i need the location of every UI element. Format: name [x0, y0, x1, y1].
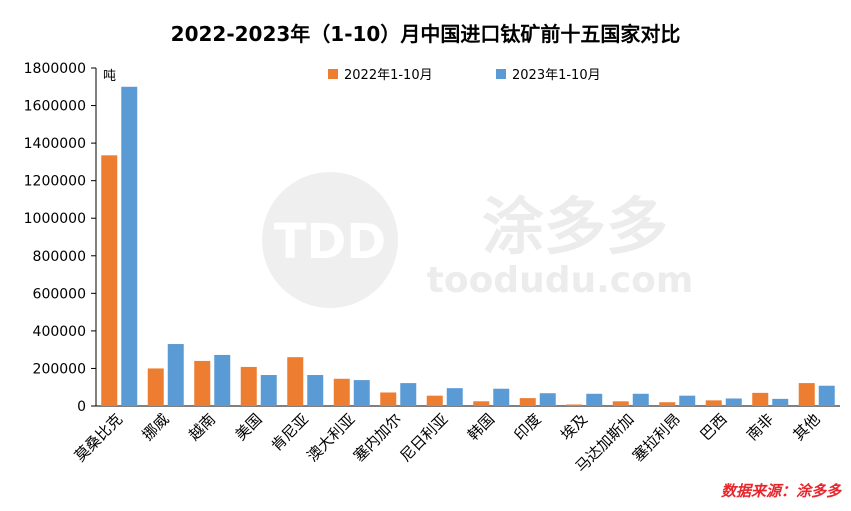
watermark-logo-circle	[262, 172, 398, 308]
x-tick-label: 尼日利亚	[396, 410, 451, 465]
watermark: TDD 涂多多 toodudu.com	[262, 172, 693, 308]
axes: 0 200000 400000 600000 800000 1000000 1200000 1…	[24, 61, 840, 415]
y-unit-label: 吨	[103, 69, 116, 84]
bar-2022	[659, 402, 676, 406]
legend-swatch	[328, 69, 338, 79]
legend-swatch	[496, 69, 506, 79]
bar-2023	[260, 375, 277, 406]
x-tick-label: 埃及	[557, 410, 591, 444]
x-tick-label: 韩国	[464, 410, 498, 444]
bar-2023	[539, 393, 556, 406]
y-tick-label: 0	[77, 399, 86, 415]
bar-2022	[380, 392, 397, 406]
legend-label: 2023年1-10月	[512, 68, 601, 83]
x-tick-label: 莫桑比克	[71, 410, 126, 465]
x-tick-label: 塞拉利昂	[629, 410, 684, 465]
bar-2023	[772, 398, 789, 406]
y-tick-label: 1600000	[24, 99, 86, 115]
source-note: 数据来源：涂多多	[720, 482, 841, 500]
x-tick-label: 巴西	[697, 410, 731, 444]
legend-label: 2022年1-10月	[344, 68, 433, 83]
bar-2023	[307, 375, 324, 406]
x-tick-label: 南非	[743, 410, 777, 444]
bar-2023	[353, 380, 370, 406]
x-tick-label: 印度	[511, 410, 545, 444]
y-tick-label: 800000	[33, 249, 86, 265]
bar-2023	[446, 388, 463, 406]
y-tick-label: 1800000	[24, 61, 86, 77]
y-tick-label: 1400000	[24, 136, 86, 152]
bar-2023	[586, 393, 603, 406]
legend: 2022年1-10月 2023年1-10月	[328, 68, 601, 83]
x-tick-label: 美国	[232, 410, 266, 444]
y-tick-label: 1200000	[24, 174, 86, 190]
y-tick-label: 1000000	[24, 211, 86, 227]
bar-2023	[493, 388, 510, 406]
bar-2022	[566, 404, 583, 406]
y-tick-label: 400000	[33, 324, 86, 340]
bar-2022	[612, 401, 629, 406]
bar-2022	[519, 398, 536, 406]
bar-2023	[121, 86, 138, 407]
x-tick-label: 肯尼亚	[268, 410, 313, 455]
bar-2023	[818, 385, 835, 406]
bar-2023	[725, 398, 742, 406]
x-tick-label: 澳大利亚	[303, 410, 358, 465]
bar-2023	[679, 395, 696, 406]
bar-2023	[632, 393, 649, 406]
bar-2023	[214, 354, 231, 406]
x-tick-label: 挪威	[139, 410, 173, 444]
watermark-logo-text: TDD	[274, 214, 386, 270]
bar-2022	[798, 383, 815, 406]
bar-2022	[752, 392, 769, 406]
bar-2022	[287, 357, 304, 406]
bar-2022	[240, 366, 257, 406]
x-tick-label: 其他	[790, 410, 824, 444]
watermark-url: toodudu.com	[427, 260, 694, 301]
watermark-brand: 涂多多	[482, 190, 668, 263]
x-tick-label: 越南	[185, 410, 219, 444]
bar-2022	[473, 401, 490, 406]
y-tick-label: 600000	[33, 286, 86, 302]
x-tick-label: 塞内加尔	[350, 410, 405, 465]
bar-2022	[705, 400, 722, 406]
bar-2023	[167, 344, 184, 406]
bar-2022	[147, 368, 164, 406]
bar-2023	[400, 383, 417, 406]
bar-2022	[333, 378, 350, 406]
y-tick-label: 200000	[33, 361, 86, 377]
bars	[101, 86, 835, 407]
bar-2022	[194, 360, 211, 406]
chart-title: 2022-2023年（1-10）月中国进口钛矿前十五国家对比	[170, 22, 681, 46]
bar-2022	[101, 155, 118, 406]
bar-2022	[426, 395, 443, 406]
